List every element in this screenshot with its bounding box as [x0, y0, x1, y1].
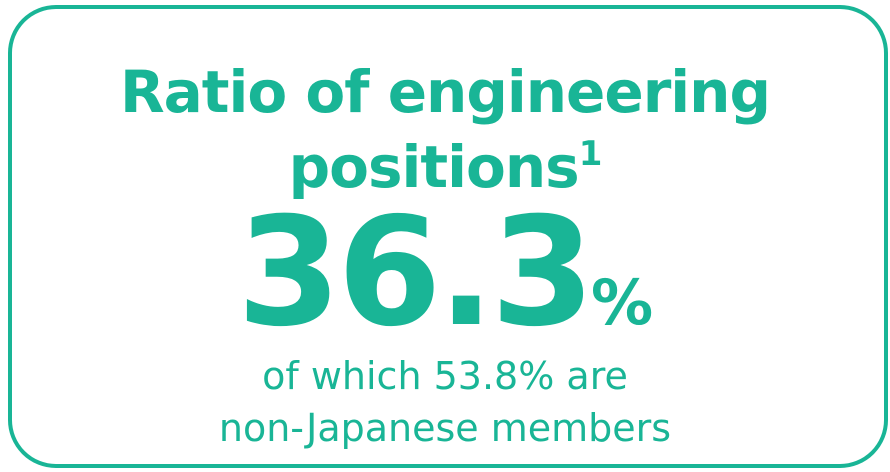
caption-line: non-Japanese members [218, 406, 672, 450]
highlight-value: 36.3% [0, 198, 890, 378]
title-line-2: positions1 [0, 133, 890, 201]
caption-line: of which 53.8% are [262, 354, 628, 398]
title-line: positions [288, 133, 580, 201]
value-number: 36.3 [236, 186, 595, 360]
value-unit: % [590, 266, 654, 339]
card-border [8, 5, 888, 468]
title-line: Ratio of engineering [119, 58, 771, 126]
footnote-mark: 1 [578, 134, 603, 174]
